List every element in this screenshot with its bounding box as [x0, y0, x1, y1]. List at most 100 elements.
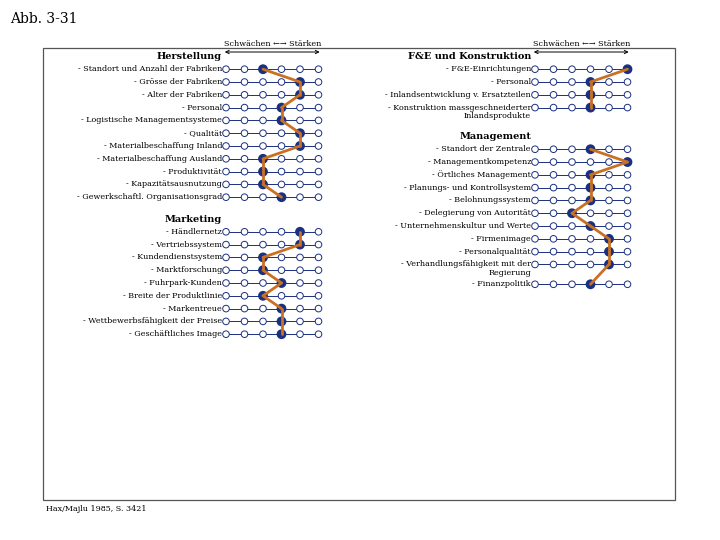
Circle shape — [624, 281, 631, 288]
Circle shape — [569, 248, 575, 255]
Circle shape — [624, 65, 631, 73]
Circle shape — [297, 66, 303, 72]
Text: Schwächen ←→ Stärken: Schwächen ←→ Stärken — [224, 40, 321, 49]
Text: - Alter der Fabriken: - Alter der Fabriken — [142, 91, 222, 99]
Circle shape — [550, 261, 557, 268]
Circle shape — [624, 158, 631, 166]
Circle shape — [222, 91, 229, 98]
Text: Hax/Majlu 1985, S. 3421: Hax/Majlu 1985, S. 3421 — [46, 505, 146, 513]
Circle shape — [624, 79, 631, 85]
Circle shape — [297, 194, 303, 200]
Circle shape — [586, 171, 595, 179]
Circle shape — [296, 91, 304, 99]
Circle shape — [222, 156, 229, 162]
Circle shape — [260, 130, 266, 137]
Circle shape — [550, 79, 557, 85]
Circle shape — [606, 184, 612, 191]
Circle shape — [550, 172, 557, 178]
Circle shape — [624, 184, 631, 191]
Text: - Materialbeschaffung Ausland: - Materialbeschaffung Ausland — [96, 155, 222, 163]
Circle shape — [550, 197, 557, 204]
Circle shape — [568, 209, 576, 218]
Circle shape — [569, 197, 575, 204]
Circle shape — [296, 78, 304, 86]
Circle shape — [569, 104, 575, 111]
Circle shape — [222, 280, 229, 286]
Circle shape — [606, 91, 612, 98]
Circle shape — [260, 228, 266, 235]
Circle shape — [588, 210, 594, 217]
Circle shape — [241, 293, 248, 299]
Circle shape — [241, 143, 248, 149]
Circle shape — [277, 193, 286, 201]
Circle shape — [315, 254, 322, 261]
Circle shape — [222, 130, 229, 137]
Circle shape — [222, 194, 229, 200]
Text: - Qualität: - Qualität — [184, 129, 222, 137]
Circle shape — [315, 305, 322, 312]
Circle shape — [278, 168, 285, 175]
Circle shape — [222, 168, 229, 175]
Text: - Produktivität: - Produktivität — [163, 167, 222, 176]
Circle shape — [222, 79, 229, 85]
Circle shape — [241, 318, 248, 325]
Circle shape — [550, 159, 557, 165]
Text: - Markentreue: - Markentreue — [163, 305, 222, 313]
Text: - Breite der Produktlinie: - Breite der Produktlinie — [122, 292, 222, 300]
Circle shape — [569, 172, 575, 178]
Circle shape — [241, 254, 248, 261]
Circle shape — [278, 66, 285, 72]
Circle shape — [569, 235, 575, 242]
Circle shape — [531, 66, 539, 72]
Circle shape — [569, 159, 575, 165]
Circle shape — [260, 331, 266, 338]
Circle shape — [531, 104, 539, 111]
Text: - Inlandsentwicklung v. Ersatzteilen: - Inlandsentwicklung v. Ersatzteilen — [385, 91, 531, 99]
Circle shape — [586, 280, 595, 288]
Circle shape — [297, 305, 303, 312]
Circle shape — [586, 196, 595, 205]
Circle shape — [586, 103, 595, 112]
Text: - Fuhrpark-Kunden: - Fuhrpark-Kunden — [144, 279, 222, 287]
Circle shape — [605, 235, 613, 243]
Circle shape — [315, 156, 322, 162]
Text: - Firmenimage: - Firmenimage — [472, 235, 531, 243]
Text: Abb. 3-31: Abb. 3-31 — [10, 12, 78, 26]
Circle shape — [550, 91, 557, 98]
Circle shape — [296, 129, 304, 137]
Circle shape — [278, 228, 285, 235]
Circle shape — [606, 146, 612, 152]
Circle shape — [241, 156, 248, 162]
Circle shape — [278, 254, 285, 261]
Circle shape — [624, 91, 631, 98]
Circle shape — [260, 305, 266, 312]
Circle shape — [606, 172, 612, 178]
Circle shape — [315, 117, 322, 124]
Circle shape — [315, 293, 322, 299]
Text: - Standort der Zentrale: - Standort der Zentrale — [436, 145, 531, 153]
Circle shape — [315, 104, 322, 111]
Circle shape — [315, 331, 322, 338]
Circle shape — [258, 253, 267, 261]
Text: - Planungs- und Kontrollsystem: - Planungs- und Kontrollsystem — [404, 184, 531, 192]
Circle shape — [569, 261, 575, 268]
Circle shape — [550, 66, 557, 72]
Circle shape — [624, 172, 631, 178]
Circle shape — [569, 281, 575, 288]
Circle shape — [550, 222, 557, 230]
Circle shape — [260, 241, 266, 248]
Circle shape — [258, 65, 267, 73]
Text: - Materialbeschaffung Inland: - Materialbeschaffung Inland — [104, 142, 222, 150]
Circle shape — [588, 261, 594, 268]
Circle shape — [531, 261, 539, 268]
Circle shape — [258, 292, 267, 300]
Circle shape — [296, 227, 304, 236]
Text: Herstellung: Herstellung — [157, 52, 222, 61]
Circle shape — [606, 79, 612, 85]
Bar — [43, 48, 675, 500]
Circle shape — [241, 91, 248, 98]
Circle shape — [297, 168, 303, 175]
Text: - Konstruktion massgeschneiderter: - Konstruktion massgeschneiderter — [387, 104, 531, 112]
Circle shape — [222, 143, 229, 149]
Circle shape — [297, 280, 303, 286]
